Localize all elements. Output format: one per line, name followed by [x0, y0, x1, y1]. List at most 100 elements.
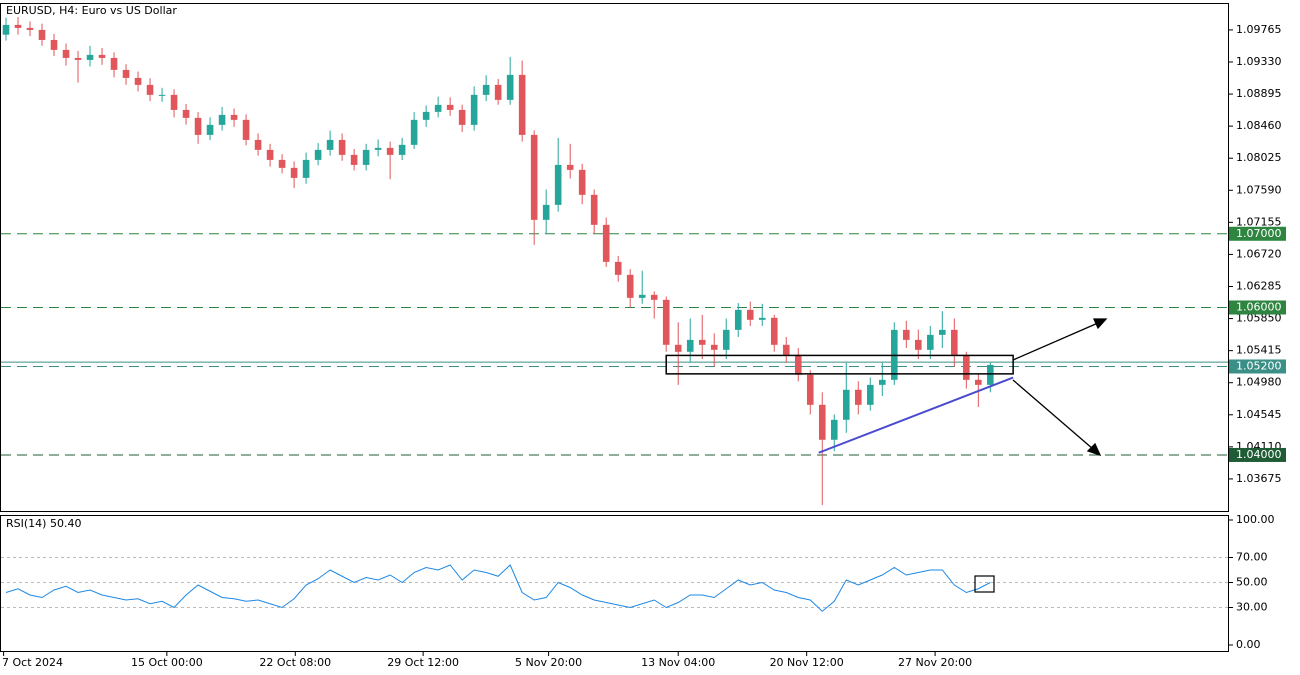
rsi-tick-label: 30.00 [1236, 601, 1268, 614]
y-tick-label: 1.07155 [1236, 215, 1282, 228]
candle-body [686, 339, 694, 352]
trendline [818, 376, 1014, 454]
candle-body [410, 119, 418, 145]
candle-body [578, 169, 586, 195]
candle-body [326, 139, 334, 150]
candle-body [110, 57, 118, 70]
candle-body [818, 404, 826, 440]
candle-body [470, 94, 478, 125]
candle-body [386, 147, 394, 155]
candle-body [698, 339, 706, 345]
rsi-tick-label: 50.00 [1236, 576, 1268, 589]
candle-body [14, 24, 22, 28]
candle-body [98, 54, 106, 58]
candle-body [254, 139, 262, 150]
candle-body [794, 354, 802, 375]
candle-body [782, 344, 790, 355]
candle-body [734, 309, 742, 330]
x-tick-label: 27 Nov 20:00 [898, 656, 972, 669]
candle-body [626, 274, 634, 298]
y-tick-label: 1.04980 [1236, 376, 1282, 389]
candle-body [482, 84, 490, 95]
candle-body [230, 114, 238, 120]
candle-body [206, 124, 214, 135]
y-tick-label: 1.07590 [1236, 183, 1282, 196]
candle-body [218, 114, 226, 125]
level-label: 1.05200 [1236, 359, 1282, 372]
candle-body [866, 384, 874, 405]
y-tick-label: 1.03675 [1236, 472, 1282, 485]
level-label: 1.04000 [1236, 448, 1282, 461]
marks: 1.09765 1.09330 1.08895 1.08460 1.08025 1.075… [1, 17, 1286, 669]
level-label: 1.07000 [1236, 227, 1282, 240]
candle-body [650, 294, 658, 300]
candle-body [146, 84, 154, 95]
y-tick-label: 1.05850 [1236, 312, 1282, 325]
candle-body [422, 111, 430, 120]
rsi-label: RSI(14) 50.40 [6, 517, 81, 530]
candle-body [290, 167, 298, 178]
candle-body [302, 159, 310, 178]
y-tick-label: 1.09330 [1236, 55, 1282, 68]
candle-body [26, 27, 34, 30]
y-tick-label: 1.06285 [1236, 279, 1282, 292]
candle-body [398, 144, 406, 155]
x-tick-label: 5 Nov 20:00 [515, 656, 582, 669]
candle-body [374, 147, 382, 150]
candle-body [338, 139, 346, 155]
y-tick-label: 1.08460 [1236, 119, 1282, 132]
rsi-tick-label: 70.00 [1236, 551, 1268, 564]
candle-body [710, 344, 718, 350]
x-tick-label: 22 Oct 08:00 [259, 656, 331, 669]
candle-body [602, 224, 610, 262]
candle-body [951, 329, 958, 355]
candle-body [74, 57, 82, 60]
candle-body [350, 154, 358, 165]
candle-body [506, 74, 514, 100]
candle-body [722, 329, 730, 350]
candle-body [458, 109, 466, 125]
y-tick-label: 1.06720 [1236, 247, 1282, 260]
candle-body [746, 309, 754, 320]
candle-body [758, 317, 766, 320]
level-tag [1229, 300, 1286, 315]
rsi-tick-label: 0.00 [1236, 638, 1261, 651]
candle-body [278, 159, 286, 168]
x-tick-label: 7 Oct 2024 [2, 656, 63, 669]
x-tick-label: 29 Oct 12:00 [387, 656, 459, 669]
candle-body [38, 29, 46, 40]
candle-body [242, 119, 250, 140]
candle-body [434, 104, 442, 112]
candle-body [674, 344, 682, 352]
candle-body [554, 164, 562, 205]
candle-body [842, 389, 850, 420]
level-tag [1229, 226, 1286, 241]
candle-body [518, 74, 526, 135]
candle-body [566, 164, 574, 170]
candle-body [62, 49, 70, 58]
level-label: 1.06000 [1236, 301, 1282, 314]
candle-body [362, 149, 370, 165]
candle-body [314, 149, 322, 160]
candle-body [927, 334, 934, 350]
y-tick-label: 1.08025 [1236, 151, 1282, 164]
candle-body [878, 379, 886, 385]
candle-body [939, 329, 946, 335]
x-tick-label: 15 Oct 00:00 [131, 656, 203, 669]
y-tick-label: 1.04545 [1236, 408, 1282, 421]
candle-body [266, 149, 274, 160]
level-tag [1229, 359, 1286, 374]
candle-body [806, 374, 814, 405]
candle-body [2, 24, 10, 35]
chart-title: EURUSD, H4: Euro vs US Dollar [6, 4, 177, 17]
candle-body [158, 94, 166, 96]
rsi-line [5, 564, 991, 612]
candle-body [770, 317, 778, 345]
candle-body [194, 117, 202, 135]
candle-body [914, 339, 922, 350]
candle-body [134, 77, 142, 85]
candle-body [854, 389, 862, 405]
rsi-panel [0, 515, 1229, 652]
candle-body [170, 94, 178, 110]
rsi-tick-label: 100.00 [1236, 513, 1275, 526]
